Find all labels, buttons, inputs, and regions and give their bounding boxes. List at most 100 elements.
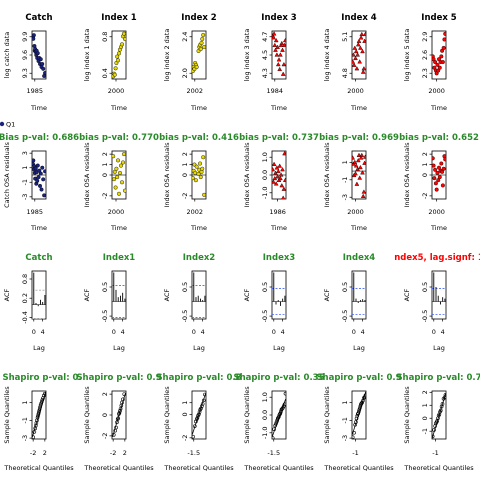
x-axis-label: Theoretical Quantiles — [3, 464, 74, 472]
y-tick-label: 0.5 — [261, 282, 269, 292]
y-tick-label: 1 — [341, 400, 349, 404]
data-point — [38, 183, 43, 188]
y-axis-label: Catch OSA residuals — [3, 141, 11, 207]
data-point — [37, 406, 42, 411]
y-tick-label: 2 — [421, 152, 429, 156]
data-point — [432, 156, 435, 161]
data-point — [274, 52, 280, 57]
data-point — [122, 392, 126, 396]
data-point — [200, 404, 204, 409]
data-point — [120, 160, 125, 165]
data-point — [282, 37, 286, 43]
x-axis-label: Time — [30, 224, 47, 232]
panel-9: bias p-val: 0.416 -2 0 1 2 2002 Time Index OSA … — [159, 133, 239, 232]
panel-22: Shapiro p-val: 0.35 -1.0 0.0 1.0 -1.5 Theoret… — [233, 373, 324, 472]
data-point — [282, 177, 286, 182]
y-axis-label: log index 1 data — [83, 29, 91, 82]
data-point — [202, 45, 206, 49]
data-point — [436, 178, 441, 183]
panel-23: Shapiro p-val: 0.9 -3 -1 1 -1 Theoretical Qua… — [316, 373, 401, 472]
data-point — [37, 410, 41, 415]
data-point — [194, 419, 198, 424]
y-axis-label: Sample Quantiles — [243, 386, 251, 444]
plot-area — [432, 393, 446, 439]
data-point — [355, 42, 361, 47]
panel-3: Index 2 2.0 2.4 2002 Time log index 2 data — [163, 13, 217, 112]
plot-area — [432, 154, 446, 192]
plot-area — [192, 155, 206, 197]
y-tick-label: 0.4 — [101, 68, 109, 78]
data-point — [115, 158, 120, 163]
data-point — [355, 157, 361, 163]
plot-frame — [271, 270, 287, 320]
panel-14: Index1 -0.5 0.5 0 4 Lag ACF — [83, 253, 135, 352]
plot-area — [192, 33, 206, 73]
data-point — [201, 398, 206, 403]
plot-area — [272, 391, 286, 439]
data-point — [352, 430, 356, 435]
y-tick-label: 0 — [421, 416, 429, 420]
x-axis-label: Time — [30, 104, 47, 112]
data-point — [281, 61, 286, 67]
data-point — [115, 54, 120, 59]
y-tick-label: -1 — [21, 417, 29, 423]
y-axis-label: Index OSA residuals — [323, 142, 331, 208]
x-axis-label: Time — [270, 224, 287, 232]
data-point — [281, 406, 285, 410]
data-point — [40, 62, 45, 67]
plot-area — [352, 272, 366, 316]
panel-title: Index1 — [103, 253, 136, 263]
x-tick-label: 1986 — [269, 208, 286, 216]
data-point — [116, 51, 121, 56]
data-point — [274, 422, 278, 426]
plot-area — [352, 31, 366, 74]
data-point — [199, 41, 204, 46]
data-point — [357, 407, 362, 412]
x-tick-label: 4 — [121, 328, 125, 336]
data-point — [360, 69, 366, 74]
data-point — [113, 66, 118, 71]
data-point — [353, 48, 359, 54]
plot-frame — [31, 390, 47, 440]
data-point — [278, 411, 283, 416]
data-point — [38, 403, 43, 408]
y-axis-label: log catch data — [3, 32, 11, 78]
x-tick-label: 4 — [281, 328, 285, 336]
panel-21: Shapiro p-val: 0.8 -2 0 1 -1.5 Theoretical Qu… — [156, 373, 241, 472]
x-tick-label: 0 — [192, 328, 196, 336]
y-tick-label: -0.5 — [101, 310, 109, 323]
x-axis-label: Theoretical Quantiles — [403, 464, 474, 472]
panel-10: bias p-val: 0.737 -1.0 0.0 1.0 1986 Time Index… — [239, 133, 319, 232]
data-point — [356, 38, 362, 43]
data-point — [437, 65, 442, 70]
data-point — [192, 176, 195, 181]
legend: Q1 — [0, 121, 15, 129]
y-tick-label: 0 — [181, 412, 189, 416]
data-point — [272, 35, 276, 40]
panel-title: Index 5 — [421, 13, 457, 23]
data-point — [443, 31, 446, 36]
panel-title: bias p-val: 0.652 — [399, 133, 479, 143]
data-point — [432, 434, 435, 439]
data-point — [360, 170, 365, 175]
x-axis-label: Theoretical Quantiles — [243, 464, 314, 472]
data-point — [275, 174, 280, 179]
y-tick-label: 2 — [181, 152, 189, 156]
x-axis-label: Time — [430, 104, 447, 112]
data-point — [441, 45, 446, 50]
data-point — [283, 391, 286, 396]
panel-title: Catch — [25, 13, 52, 23]
plot-area — [192, 272, 206, 318]
panel-title: Index 1 — [101, 13, 137, 23]
data-point — [358, 155, 364, 160]
y-tick-label: -0.5 — [421, 310, 429, 323]
data-point — [123, 188, 126, 193]
data-point — [38, 405, 42, 409]
data-point — [33, 166, 38, 171]
data-point — [275, 44, 280, 49]
panel-title: bias p-val: 0.770 — [79, 133, 159, 143]
data-point — [273, 181, 279, 186]
y-tick-label: -1.0 — [261, 426, 269, 439]
plot-frame — [351, 390, 367, 440]
y-axis-label: ACF — [403, 288, 411, 301]
